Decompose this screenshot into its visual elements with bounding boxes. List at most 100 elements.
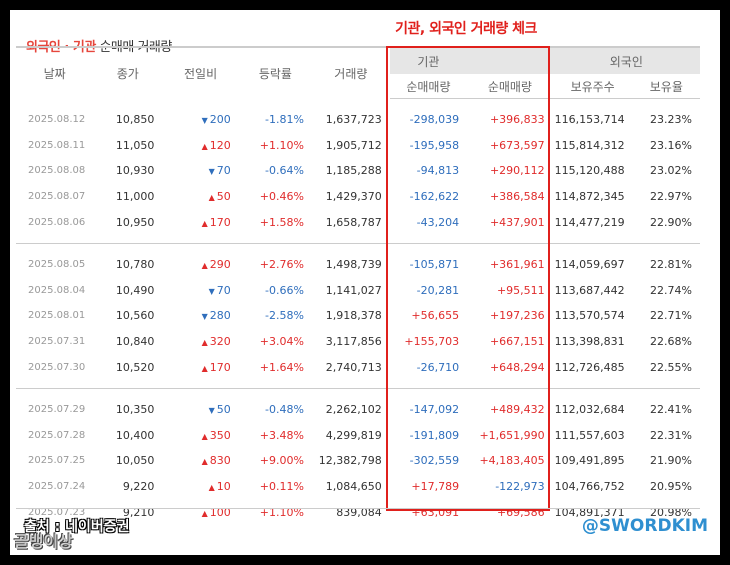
table-row[interactable]: 2025.08.06 10,950 170 +1.58% 1,658,787 -43,20…: [16, 209, 700, 235]
cell-rate: +3.04%: [259, 335, 304, 349]
cell-rate: +3.48%: [259, 428, 304, 442]
table-row[interactable]: 2025.07.31 10,840 320 +3.04% 3,117,856 +155,7…: [16, 329, 700, 355]
table-row[interactable]: 2025.07.25 10,050 830 +9.00% 12,382,798 -302,…: [16, 448, 700, 474]
table-row[interactable]: 2025.08.08 10,930 70 -0.64% 1,185,288 -94,813…: [16, 158, 700, 184]
cell-change: 100: [162, 499, 238, 525]
table-row[interactable]: 2025.08.05 10,780 290 +2.76% 1,498,739 -105,8…: [16, 252, 700, 278]
cell-foreign-net: -122,973: [495, 480, 545, 494]
cell-volume: 1,658,787: [325, 215, 382, 229]
cell-close: 10,050: [115, 454, 155, 468]
cell-change: 350: [162, 423, 238, 449]
cell-holdings: 114,872,345: [554, 190, 625, 204]
cell-date: 2025.07.24: [28, 481, 86, 493]
cell-rate: +0.46%: [259, 190, 304, 204]
cell-close: 10,520: [115, 360, 155, 374]
cell-date: 2025.08.06: [28, 216, 86, 228]
table-row[interactable]: 2025.07.29 10,350 50 -0.48% 2,262,102 -147,09…: [16, 397, 700, 423]
cell-holdings: 111,557,603: [554, 428, 625, 442]
table-row[interactable]: 2025.07.24 9,220 10 +0.11% 1,084,650 +17,789 -…: [16, 474, 700, 500]
stock-table-panel: 외국인 · 기관 순매매 거래량: [10, 10, 720, 555]
cell-foreign-net: +667,151: [489, 335, 545, 349]
cell-ratio: 20.95%: [650, 480, 692, 494]
cell-date: 2025.08.12: [28, 114, 86, 126]
cell-foreign-net: +396,833: [489, 113, 545, 127]
cell-ratio: 22.90%: [650, 215, 692, 229]
cell-foreign-net: +361,961: [489, 258, 545, 272]
cell-change: 70: [162, 278, 238, 304]
cell-volume: 1,905,712: [325, 138, 382, 152]
col-volume[interactable]: 거래량: [311, 46, 390, 99]
col-holdings[interactable]: 보유주수: [552, 74, 633, 99]
cell-rate: +1.10%: [259, 138, 304, 152]
cell-volume: 1,084,650: [325, 480, 382, 494]
cell-inst-net: -43,204: [416, 215, 460, 229]
cell-holdings: 114,059,697: [554, 258, 625, 272]
cell-rate: -2.58%: [265, 309, 304, 323]
cell-volume: 839,084: [336, 505, 382, 519]
highlight-box: [386, 46, 550, 511]
cell-foreign-net: +386,584: [489, 190, 545, 204]
cell-date: 2025.08.01: [28, 310, 86, 322]
col-inst-net[interactable]: 순매매량: [389, 74, 468, 99]
trading-table: 날짜 종가 전일비 등락률 거래량 기관 외국인 순매매량 순매매량 보유주수 …: [16, 46, 700, 525]
cell-foreign-net: +4,183,405: [479, 454, 545, 468]
cell-date: 2025.07.30: [28, 361, 86, 373]
cell-rate: +2.76%: [259, 258, 304, 272]
cell-rate: +9.00%: [259, 454, 304, 468]
cell-close: 10,850: [115, 113, 155, 127]
col-inst-group: 기관: [389, 46, 468, 74]
table-row[interactable]: 2025.07.28 10,400 350 +3.48% 4,299,819 -191,8…: [16, 423, 700, 449]
cell-ratio: 22.55%: [650, 360, 692, 374]
cell-change: 70: [162, 158, 238, 184]
cell-close: 11,050: [115, 138, 155, 152]
cell-ratio: 23.02%: [650, 164, 692, 178]
cell-change: 830: [162, 448, 238, 474]
table-row[interactable]: 2025.08.04 10,490 70 -0.66% 1,141,027 -20,281…: [16, 278, 700, 304]
cell-date: 2025.07.29: [28, 404, 86, 416]
cell-change: 50: [162, 184, 238, 210]
cell-inst-net: -105,871: [409, 258, 460, 272]
cell-ratio: 22.97%: [650, 190, 692, 204]
cell-volume: 1,637,723: [325, 113, 382, 127]
annotation-label: 기관, 외국인 거래량 체크: [395, 21, 537, 37]
cell-volume: 1,918,378: [325, 309, 382, 323]
cell-volume: 12,382,798: [318, 454, 382, 468]
cell-inst-net: -20,281: [416, 283, 460, 297]
col-rate[interactable]: 등락률: [238, 46, 312, 99]
cell-foreign-net: +437,901: [489, 215, 545, 229]
cell-holdings: 115,814,312: [554, 138, 625, 152]
cell-date: 2025.08.11: [28, 139, 86, 151]
table-row[interactable]: 2025.08.07 11,000 50 +0.46% 1,429,370 -162,62…: [16, 184, 700, 210]
table-row[interactable]: 2025.08.12 10,850 200 -1.81% 1,637,723 -298,0…: [16, 107, 700, 133]
cell-volume: 4,299,819: [325, 428, 382, 442]
table-row[interactable]: 2025.08.01 10,560 280 -2.58% 1,918,378 +56,65…: [16, 303, 700, 329]
cell-holdings: 115,120,488: [554, 164, 625, 178]
cell-date: 2025.08.04: [28, 284, 86, 296]
col-date[interactable]: 날짜: [16, 46, 94, 99]
cell-close: 10,950: [115, 215, 155, 229]
cell-rate: +1.10%: [259, 505, 304, 519]
table-row[interactable]: 2025.07.30 10,520 170 +1.64% 2,740,713 -26,71…: [16, 354, 700, 380]
cell-rate: +1.64%: [259, 360, 304, 374]
table-row[interactable]: 2025.08.11 11,050 120 +1.10% 1,905,712 -195,9…: [16, 133, 700, 159]
cell-holdings: 113,570,574: [554, 309, 625, 323]
cell-date: 2025.07.25: [28, 455, 86, 467]
cell-change: 290: [162, 252, 238, 278]
source-label: 출처 : 네이버증권: [24, 519, 130, 535]
cell-volume: 1,429,370: [325, 190, 382, 204]
col-close[interactable]: 종가: [93, 46, 163, 99]
cell-foreign-net: +290,112: [489, 164, 545, 178]
cell-close: 10,350: [115, 403, 155, 417]
cell-holdings: 109,491,895: [554, 454, 625, 468]
cell-foreign-net: +673,597: [489, 138, 545, 152]
author-handle: @SWORDKIM: [581, 516, 708, 536]
col-change[interactable]: 전일비: [162, 46, 239, 99]
cell-holdings: 113,398,831: [554, 335, 625, 349]
cell-volume: 2,740,713: [325, 360, 382, 374]
col-foreign-net[interactable]: 순매매량: [467, 74, 553, 99]
cell-foreign-net: +1,651,990: [479, 428, 545, 442]
col-ratio[interactable]: 보유율: [632, 74, 700, 99]
cell-ratio: 23.23%: [650, 113, 692, 127]
cell-close: 10,930: [115, 164, 155, 178]
cell-inst-net: -298,039: [409, 113, 460, 127]
